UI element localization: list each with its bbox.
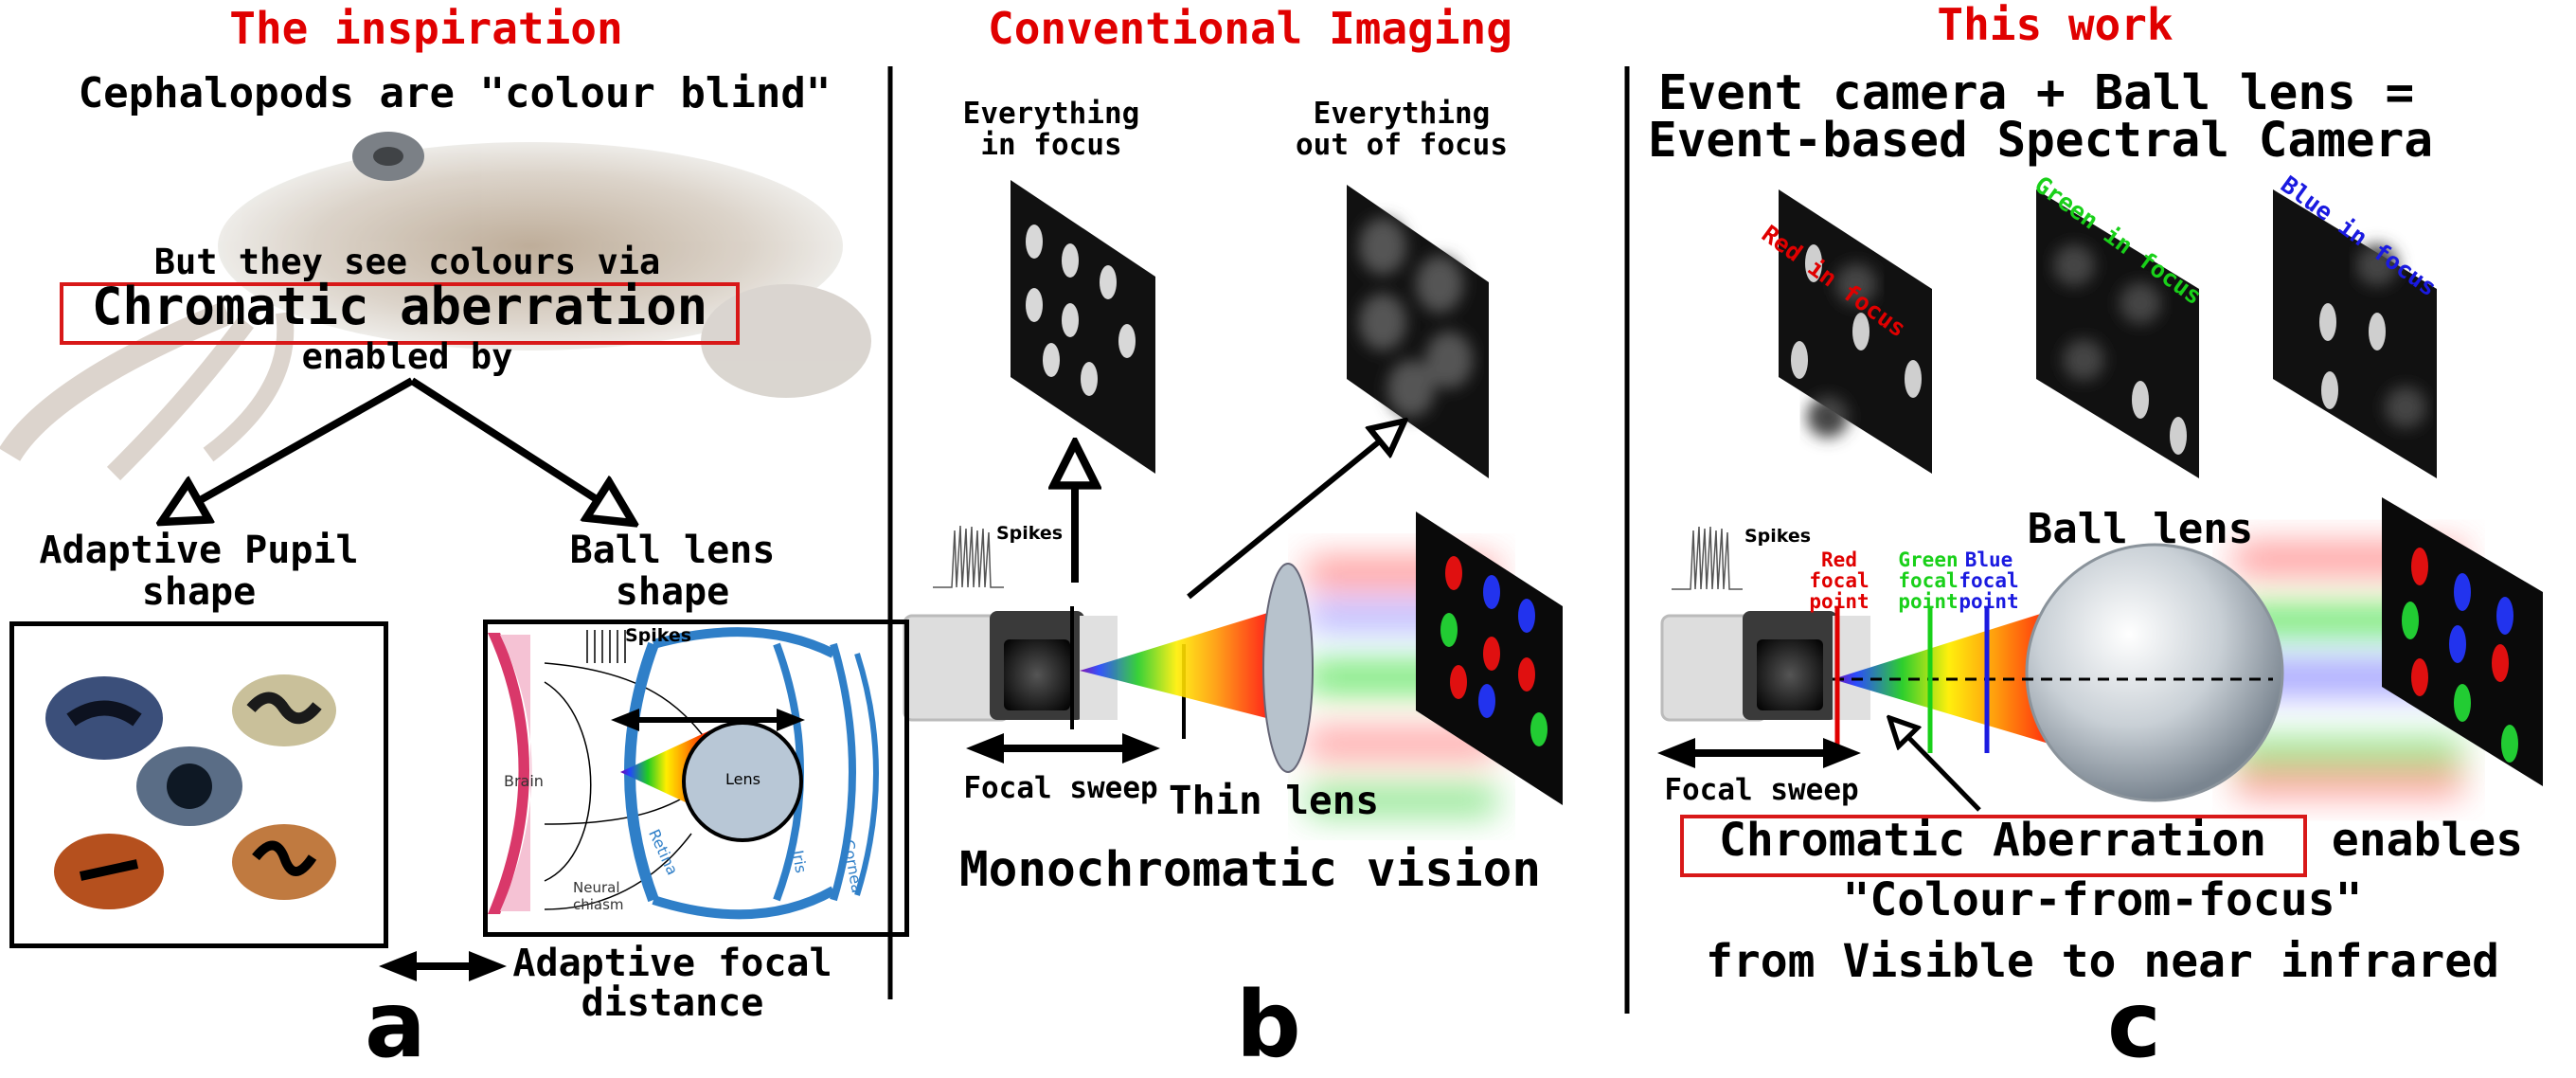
- spikes-label-c: Spikes: [1744, 526, 1812, 547]
- camera-c: [1660, 611, 1870, 722]
- in-focus-label-2: in focus: [980, 128, 1122, 162]
- chromatic-aberration-box: [60, 282, 740, 345]
- ball-lens-label-2: shape: [615, 570, 730, 614]
- out-focus-label-2: out of focus: [1296, 128, 1508, 162]
- colour-scene-c: [2382, 497, 2543, 786]
- chromatic-aberration-label-c: Chromatic Aberration: [1719, 814, 2266, 867]
- panel-letter-a: a: [365, 972, 426, 1078]
- camera-b: [903, 611, 1118, 722]
- panel-letter-c: c: [2107, 972, 2161, 1078]
- iris-label: Iris: [788, 848, 811, 875]
- red-focus-screen: [1779, 189, 1932, 474]
- brain-label: Brain: [504, 772, 544, 790]
- out-of-focus-screen: [1347, 185, 1489, 478]
- cuttlefish-image: [0, 132, 871, 481]
- enables-label: enables: [2331, 814, 2524, 867]
- panel-b-heading: Conventional Imaging: [988, 3, 1512, 54]
- green-focal-point-label: Green focal point: [1898, 548, 1959, 614]
- colour-from-focus-label: "Colour-from-focus": [1842, 873, 2363, 926]
- focal-sweep-label-b: Focal sweep: [963, 771, 1158, 805]
- pupil-examples: [45, 674, 336, 909]
- adaptive-pupil-label-2: shape: [141, 570, 257, 614]
- eye-spikes-label: Spikes: [625, 625, 692, 646]
- ball-lens: [2025, 543, 2284, 802]
- panel-c-title: Event camera + Ball lens =: [1657, 65, 2415, 121]
- chromatic-aberration-label: Chromatic aberration: [91, 277, 708, 336]
- colour-scene-b: [1416, 512, 1563, 805]
- visible-nir-label: from Visible to near infrared: [1705, 935, 2500, 988]
- spikes-trace-b: [933, 525, 1004, 588]
- chiasm-label: chiasm: [573, 896, 624, 913]
- in-focus-label: Everything: [962, 97, 1140, 131]
- panel-a-subtitle: But they see colours via: [153, 242, 661, 282]
- ball-lens-label: Ball lens: [569, 529, 776, 572]
- thin-lens-label: Thin lens: [1168, 778, 1380, 823]
- blue-focus-screen: [2273, 189, 2437, 478]
- panel-c-title-2: Event-based Spectral Camera: [1648, 113, 2434, 169]
- adaptive-focal-label: Adaptive focal: [512, 942, 832, 985]
- blue-focal-point-label: Blue focal point: [1959, 548, 2019, 614]
- eye-diagram: [488, 627, 879, 920]
- chromatic-aberration-box-c: [1680, 815, 2307, 877]
- pupil-box: [9, 621, 388, 948]
- panel-a-title: Cephalopods are "colour blind": [78, 69, 832, 117]
- spikes-trace-c: [1672, 526, 1743, 590]
- green-focus-screen: [2036, 189, 2199, 478]
- red-focal-point-label: Red focal point: [1809, 548, 1869, 614]
- neural-label: Neural: [573, 879, 620, 896]
- adaptive-focal-label-2: distance: [581, 981, 764, 1025]
- panel-a-heading: The inspiration: [229, 3, 623, 54]
- focal-sweep-label-c: Focal sweep: [1664, 773, 1859, 807]
- monochromatic-caption: Monochromatic vision: [958, 842, 1542, 898]
- lens-label: Lens: [725, 770, 760, 788]
- panel-letter-b: b: [1236, 972, 1301, 1078]
- out-focus-label: Everything: [1313, 97, 1491, 131]
- eye-diagram-box: [483, 620, 909, 937]
- enabled-by-label: enabled by: [301, 336, 513, 377]
- ball-lens-label-c: Ball lens: [2027, 505, 2254, 553]
- in-focus-screen: [1011, 180, 1155, 474]
- panel-c-heading: This work: [1937, 0, 2174, 50]
- spikes-label-b: Spikes: [996, 523, 1064, 544]
- adaptive-pupil-label: Adaptive Pupil: [39, 529, 359, 572]
